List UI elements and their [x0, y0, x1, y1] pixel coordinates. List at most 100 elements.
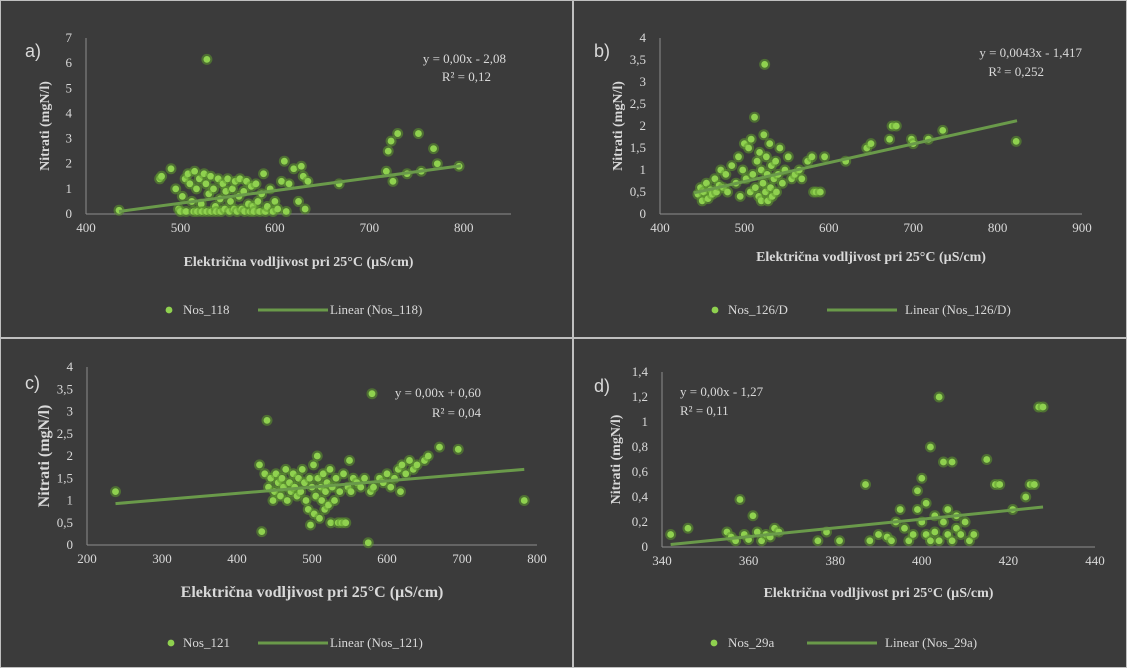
- data-point: [749, 171, 757, 178]
- y-tick-label: 0: [66, 206, 73, 221]
- data-point: [914, 487, 921, 495]
- data-point: [520, 497, 528, 504]
- x-axis-title: Električna vodljivost pri 25°C (µS/cm): [184, 255, 414, 270]
- data-point: [278, 474, 286, 482]
- data-point: [814, 537, 822, 545]
- x-axis-title: Električna vodljivost pri 25°C (µS/cm): [756, 250, 986, 265]
- trendline-equation: y = 0,00x - 2,08: [423, 51, 506, 66]
- data-point: [454, 445, 462, 453]
- data-point: [816, 188, 824, 196]
- x-tick-label: 400: [227, 551, 247, 566]
- data-point: [158, 172, 165, 180]
- x-tick-label: 700: [452, 551, 472, 566]
- data-point: [263, 417, 271, 424]
- y-tick-label: 2: [67, 448, 74, 463]
- data-point: [313, 452, 321, 460]
- chart-panel-a: 400 500 600 700 800 0 1 2 3 4 5 6 7 Električna vodlji…: [0, 0, 573, 338]
- data-point: [751, 184, 759, 192]
- y-tick-label: 1: [640, 162, 647, 177]
- data-point: [886, 135, 893, 143]
- y-tick-label: 4: [67, 359, 74, 374]
- data-point: [948, 537, 956, 545]
- data-point: [739, 166, 747, 174]
- data-point: [667, 531, 675, 538]
- panel-label: c): [25, 373, 40, 393]
- chart-panel-b: 400 500 600 700 800 900 0 0,5 1 1,5 2 2,5 3 3,5 4 Elekt…: [573, 0, 1127, 338]
- y-tick-label: 1: [642, 414, 649, 429]
- data-point: [227, 198, 234, 205]
- data-point: [384, 147, 392, 155]
- data-point: [112, 488, 119, 495]
- trendline-equation: y = 0,00x - 1,27: [680, 384, 764, 399]
- data-point: [178, 193, 186, 200]
- data-point: [297, 162, 305, 170]
- data-point: [282, 465, 290, 473]
- data-point: [728, 162, 736, 170]
- data-point: [383, 470, 391, 478]
- x-tick-label: 600: [819, 220, 839, 235]
- trendline: [118, 164, 462, 213]
- data-point: [224, 175, 232, 183]
- data-point: [922, 499, 930, 507]
- data-point: [935, 537, 943, 545]
- data-point: [207, 172, 215, 180]
- x-tick-label: 340: [652, 553, 672, 568]
- data-point: [798, 175, 806, 183]
- y-axis-title: Nitrati (mgN/l): [609, 414, 624, 504]
- data-point: [271, 198, 279, 205]
- y-tick-label: 1: [67, 493, 74, 508]
- data-point: [306, 474, 314, 482]
- y-axis-title: Nitrati (mgN/l): [36, 405, 53, 508]
- data-point: [327, 519, 335, 527]
- x-tick-label: 900: [1072, 220, 1092, 235]
- data-point: [957, 531, 965, 538]
- data-point: [761, 61, 769, 68]
- data-point: [749, 512, 757, 520]
- x-tick-label: 200: [77, 551, 97, 566]
- x-tick-label: 700: [360, 220, 380, 235]
- data-point: [901, 524, 908, 532]
- data-point: [935, 393, 943, 401]
- data-point: [821, 153, 828, 161]
- data-point: [760, 131, 768, 139]
- data-point: [282, 208, 290, 215]
- data-point: [277, 492, 284, 500]
- data-point: [736, 496, 744, 503]
- data-point: [361, 474, 368, 482]
- data-point: [983, 456, 991, 463]
- y-tick-label: 0: [67, 537, 74, 552]
- scatter-chart-b: 400 500 600 700 800 900 0 0,5 1 1,5 2 2,5 3 3,5 4 Elekt…: [594, 30, 1092, 317]
- data-point: [756, 149, 763, 156]
- y-tick-label: 6: [66, 55, 73, 70]
- r-squared-label: R² = 0,12: [442, 69, 491, 84]
- data-point: [269, 497, 277, 504]
- data-point: [193, 185, 200, 193]
- legend-series-label: Nos_29a: [728, 635, 774, 650]
- data-point: [297, 488, 305, 495]
- trendline-equation: y = 0,00x + 0,60: [395, 385, 481, 400]
- data-point: [684, 524, 692, 532]
- data-point: [397, 488, 404, 495]
- data-point: [387, 483, 395, 491]
- data-point: [927, 443, 934, 451]
- data-point: [784, 153, 792, 161]
- data-point: [724, 188, 731, 196]
- data-point: [940, 518, 947, 526]
- y-tick-label: 7: [66, 30, 73, 45]
- x-tick-label: 300: [152, 551, 172, 566]
- scatter-chart-a: 400 500 600 700 800 0 1 2 3 4 5 6 7 Električna vodlji…: [25, 30, 511, 317]
- data-point: [918, 474, 926, 482]
- data-point: [368, 390, 376, 398]
- data-point: [318, 497, 326, 504]
- data-point: [332, 474, 340, 482]
- data-point: [944, 506, 952, 513]
- r-squared-label: R² = 0,04: [432, 405, 482, 420]
- legend-trendline-label: Linear (Nos_121): [330, 635, 423, 650]
- data-point: [326, 465, 334, 473]
- y-tick-label: 0,2: [632, 514, 648, 529]
- data-point: [260, 170, 267, 178]
- x-tick-label: 500: [302, 551, 322, 566]
- x-tick-label: 440: [1085, 553, 1105, 568]
- data-point: [228, 185, 236, 193]
- y-tick-label: 1,5: [57, 470, 73, 485]
